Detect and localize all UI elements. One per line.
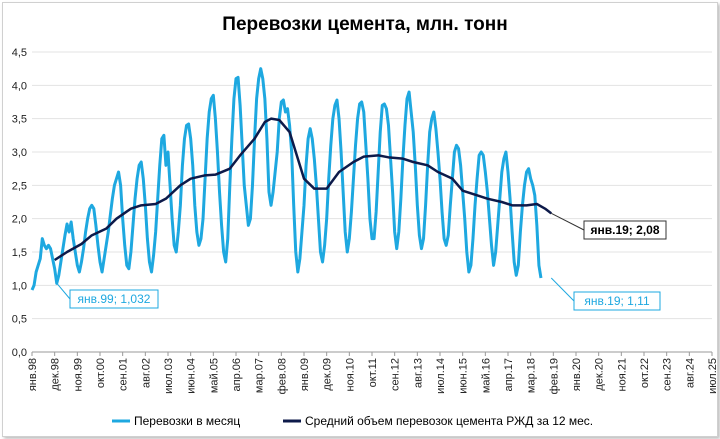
- annotation-jan19-average-box: [583, 220, 667, 240]
- x-tick-label: июл.03: [163, 358, 175, 394]
- x-tick-label: май.16: [480, 358, 492, 393]
- series-group: [30, 67, 553, 291]
- y-tick-label: 4,5: [12, 47, 27, 59]
- x-tick-label: янв.20: [571, 358, 583, 391]
- x-tick-label: янв.98: [27, 358, 39, 391]
- y-tick-label: 0,5: [12, 314, 27, 326]
- annotation-jan19-monthly-box: [573, 291, 661, 311]
- chart-title: Перевозки цемента, млн. тонн: [222, 14, 507, 35]
- x-tick-label: сен.01: [118, 358, 130, 391]
- x-tick-label: фев.19: [548, 358, 560, 394]
- series-average-line: [53, 117, 553, 262]
- annotation-jan19-average-leader: [551, 212, 585, 231]
- x-tick-label: ноя.21: [616, 358, 628, 391]
- x-tick-label: сен.23: [662, 358, 674, 391]
- x-tick-label: авг.13: [412, 358, 424, 388]
- x-tick-label: апр.06: [231, 358, 243, 391]
- y-tick-label: 1,5: [12, 247, 27, 259]
- annotation-jan19-monthly-label: янв.19; 1,11: [584, 294, 650, 308]
- y-tick-label: 3,0: [12, 147, 27, 159]
- legend: Перевозки в месяц Средний объем перевозок…: [112, 414, 593, 428]
- x-tick-label: дек.09: [322, 358, 334, 391]
- y-tick-label: 4,0: [12, 80, 27, 92]
- y-tick-label: 0,0: [12, 347, 27, 359]
- x-tick-label: янв.09: [299, 358, 311, 391]
- annotation-jan19-monthly-leader: [550, 277, 575, 302]
- x-tick-label: авг.24: [684, 358, 696, 388]
- x-tick-label: июн.04: [186, 358, 198, 394]
- legend-label-average: Средний объем перевозок цемента РЖД за 1…: [305, 414, 593, 428]
- x-tick-label: дек.20: [594, 358, 606, 391]
- x-tick-label: мар.07: [254, 358, 266, 393]
- x-tick-label: авг.02: [140, 358, 152, 388]
- x-tick-label: дек.98: [50, 358, 62, 391]
- annotation-jan99-leader: [56, 282, 71, 300]
- x-tick-label: июн.15: [458, 358, 470, 394]
- annotation-jan19-average-label: янв.19; 2,08: [591, 223, 660, 237]
- y-tick-label: 3,5: [12, 114, 27, 126]
- x-tick-label: июл.14: [435, 358, 447, 394]
- x-tick-label: июл.25: [707, 358, 719, 394]
- x-tick-label: окт.22: [639, 358, 651, 388]
- annotation-jan99-box: [69, 289, 159, 309]
- y-tick-label: 2,5: [12, 180, 27, 192]
- legend-label-monthly: Перевозки в месяц: [134, 414, 240, 428]
- y-tick-label: 1,0: [12, 280, 27, 292]
- y-axis: 0,0 0,5 1,0 1,5 2,0 2,5 3,0 3,5 4,0 4,5: [12, 47, 27, 359]
- x-tick-label: ноя.10: [344, 358, 356, 391]
- x-tick-label: сен.12: [390, 358, 402, 391]
- x-tick-label: мар.18: [526, 358, 538, 393]
- annotation-jan99-label: янв.99; 1,032: [78, 292, 151, 306]
- x-tick-label: окт.00: [95, 358, 107, 388]
- annotations: янв.99; 1,032 янв.19; 1,11 янв.19; 2,08: [56, 212, 667, 311]
- series-monthly-line: [30, 67, 543, 291]
- x-axis: янв.98 дек.98 ноя.99 окт.00 сен.01 авг.02 июл.…: [27, 352, 719, 394]
- x-tick-label: май.05: [208, 358, 220, 393]
- y-tick-label: 2,0: [12, 214, 27, 226]
- x-tick-label: ноя.99: [72, 358, 84, 391]
- x-tick-label: окт.11: [367, 358, 379, 387]
- x-tick-label: фев.08: [276, 358, 288, 394]
- x-tick-label: апр.17: [503, 358, 515, 391]
